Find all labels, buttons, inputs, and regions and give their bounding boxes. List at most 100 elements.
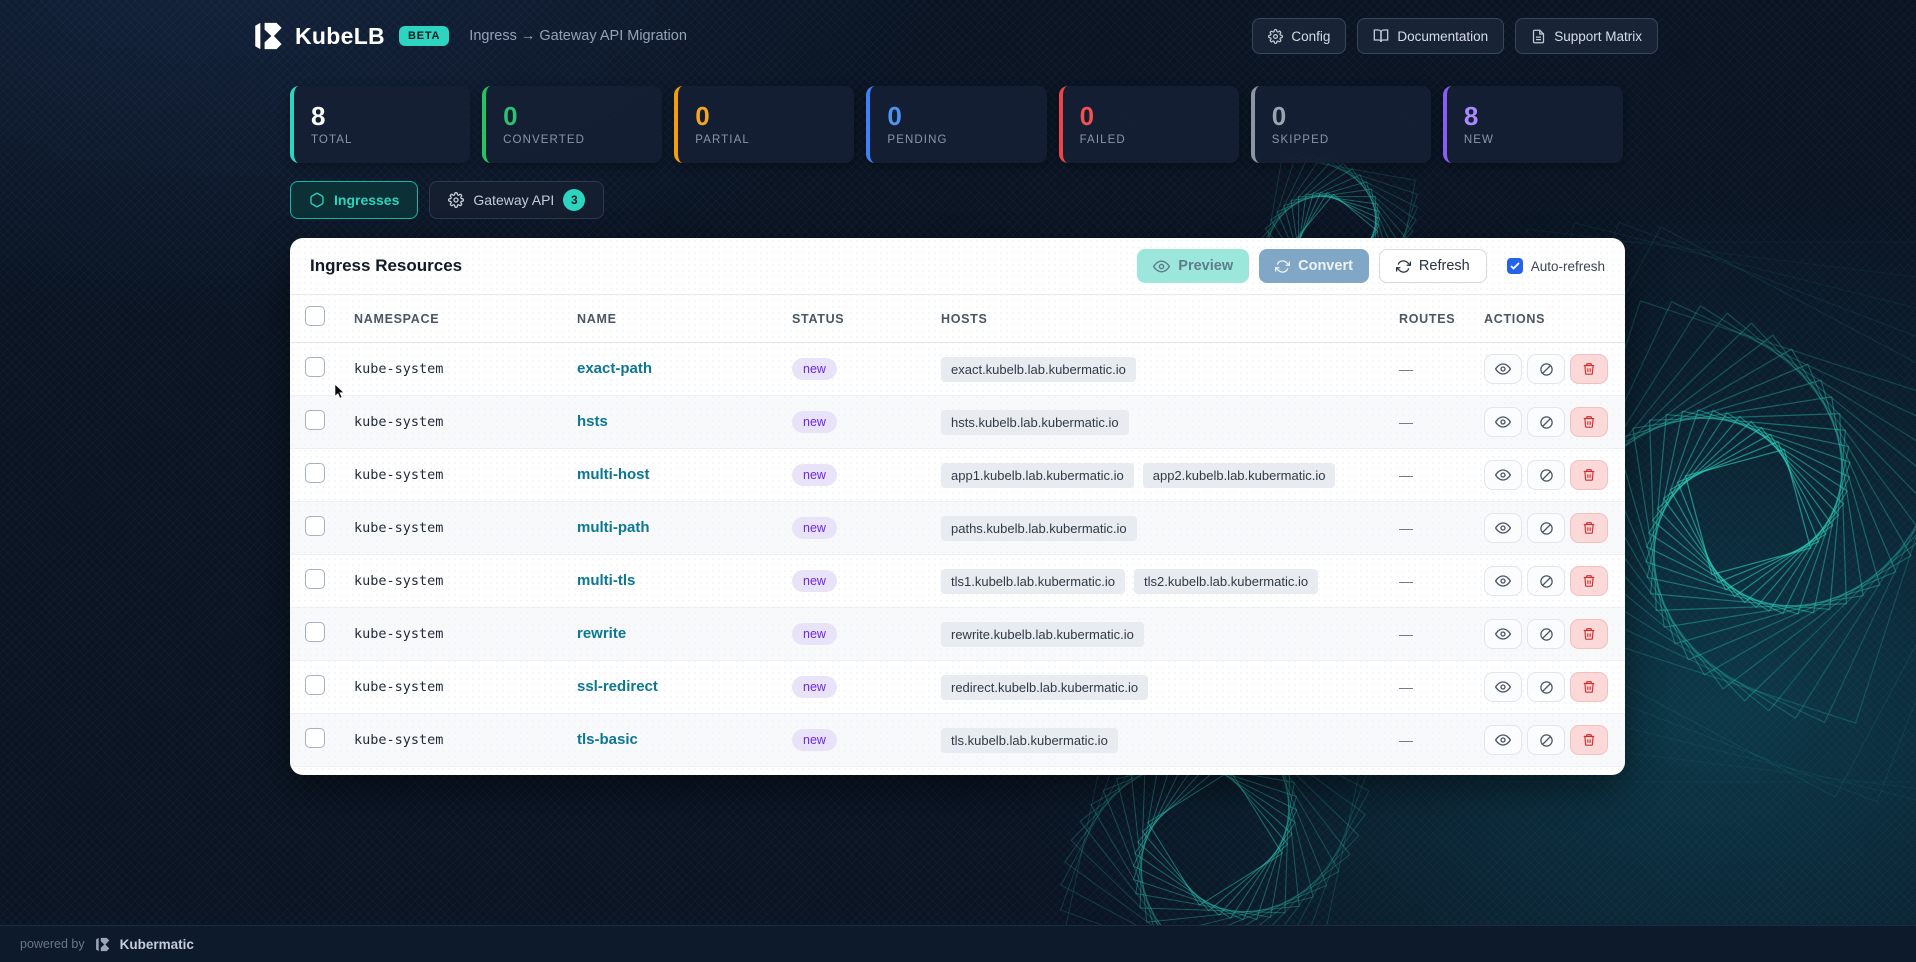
view-button[interactable] [1484, 354, 1522, 384]
ingress-name-link[interactable]: multi-tls [577, 572, 636, 589]
panel-title: Ingress Resources [310, 256, 463, 275]
ingress-name-link[interactable]: tls-basic [577, 731, 638, 748]
namespace-cell: kube-system [354, 626, 444, 642]
tab-ingresses[interactable]: Ingresses [290, 181, 419, 219]
namespace-cell: kube-system [354, 414, 444, 430]
row-checkbox[interactable] [305, 568, 325, 589]
stats-row: 8 TOTAL 0 CONVERTED 0 PARTIAL 0 PENDING … [290, 86, 1623, 163]
select-all-checkbox[interactable] [305, 306, 325, 326]
ingress-name-link[interactable]: rewrite [577, 625, 627, 642]
stat-label: PENDING [887, 134, 948, 147]
delete-button[interactable] [1570, 354, 1608, 384]
exclude-button[interactable] [1527, 619, 1565, 649]
exclude-button[interactable] [1527, 460, 1565, 490]
table-row: kube-system multi-host new app1.kubelb.l… [290, 449, 1625, 502]
convert-button[interactable]: Convert [1259, 249, 1369, 283]
ban-icon [1539, 733, 1553, 747]
row-checkbox[interactable] [305, 674, 325, 695]
eye-icon [1495, 469, 1511, 481]
trash-icon [1583, 416, 1595, 428]
preview-button[interactable]: Preview [1137, 249, 1250, 283]
ingress-name-link[interactable]: hsts [577, 413, 608, 430]
delete-button[interactable] [1570, 672, 1608, 702]
view-button[interactable] [1484, 407, 1522, 437]
row-checkbox[interactable] [305, 727, 325, 748]
exclude-button[interactable] [1527, 513, 1565, 543]
panel-header: Ingress Resources Preview Convert Refres… [290, 238, 1625, 295]
ingress-name-link[interactable]: exact-path [577, 360, 653, 377]
exclude-button[interactable] [1527, 407, 1565, 437]
ban-icon [1539, 627, 1553, 641]
stat-value: 0 [1271, 100, 1287, 131]
refresh-icon [1395, 259, 1411, 273]
hosts-cell: tls1.kubelb.lab.kubermatic.io tls2.kubelb… [941, 568, 1399, 594]
view-button[interactable] [1484, 619, 1522, 649]
tab-ingresses-label: Ingresses [334, 192, 400, 208]
kubelb-logo-icon [255, 22, 282, 50]
row-checkbox[interactable] [305, 409, 325, 430]
status-badge: new [792, 570, 837, 592]
row-actions [1484, 513, 1625, 543]
refresh-button[interactable]: Refresh [1378, 249, 1487, 283]
table-row: kube-system exact-path new exact.kubelb.… [290, 343, 1625, 396]
routes-cell: — [1399, 626, 1413, 642]
view-button[interactable] [1484, 513, 1522, 543]
ingress-name-link[interactable]: multi-path [577, 519, 650, 536]
table-row: kube-system multi-tls new tls1.kubelb.la… [290, 555, 1625, 608]
delete-button[interactable] [1570, 407, 1608, 437]
exclude-button[interactable] [1527, 566, 1565, 596]
column-header-namespace: NAMESPACE [354, 311, 440, 326]
eye-icon [1153, 259, 1171, 273]
row-actions [1484, 460, 1625, 490]
stat-value: 0 [1079, 100, 1095, 131]
delete-button[interactable] [1570, 460, 1608, 490]
auto-refresh-checkbox[interactable] [1506, 258, 1523, 274]
stat-card: 0 CONVERTED [482, 86, 663, 163]
routes-cell: — [1399, 361, 1413, 377]
stat-card: 0 FAILED [1058, 86, 1239, 163]
breadcrumb: Ingress → Gateway API Migration [469, 28, 687, 44]
host-pill: redirect.kubelb.lab.kubermatic.io [941, 674, 1149, 700]
exclude-button[interactable] [1527, 725, 1565, 755]
ban-icon [1539, 521, 1553, 535]
ingress-name-link[interactable]: multi-host [577, 466, 650, 483]
table-row: kube-system multi-path new paths.kubelb.… [290, 502, 1625, 555]
view-button[interactable] [1484, 566, 1522, 596]
view-button[interactable] [1484, 460, 1522, 490]
exclude-button[interactable] [1527, 354, 1565, 384]
documentation-button[interactable]: Documentation [1357, 18, 1505, 54]
config-button[interactable]: Config [1252, 18, 1347, 54]
view-button[interactable] [1484, 725, 1522, 755]
namespace-cell: kube-system [354, 467, 444, 483]
footer-brand: Kubermatic [119, 936, 194, 952]
preview-label: Preview [1178, 258, 1234, 274]
delete-button[interactable] [1570, 725, 1608, 755]
convert-label: Convert [1298, 258, 1353, 274]
ingress-name-link[interactable]: ssl-redirect [577, 678, 658, 695]
trash-icon [1583, 363, 1595, 375]
footer: powered by Kubermatic [0, 925, 1916, 962]
delete-button[interactable] [1570, 513, 1608, 543]
eye-icon [1495, 522, 1511, 534]
delete-button[interactable] [1570, 619, 1608, 649]
hosts-cell: paths.kubelb.lab.kubermatic.io [941, 515, 1399, 541]
exclude-button[interactable] [1527, 672, 1565, 702]
stat-value: 0 [503, 100, 518, 131]
host-pill: tls1.kubelb.lab.kubermatic.io [941, 568, 1126, 594]
row-checkbox[interactable] [305, 621, 325, 642]
trash-icon [1583, 628, 1595, 640]
row-actions [1484, 725, 1625, 755]
view-button[interactable] [1484, 672, 1522, 702]
stat-card: 8 TOTAL [290, 86, 471, 163]
row-checkbox[interactable] [305, 515, 325, 536]
support-matrix-button[interactable]: Support Matrix [1515, 18, 1658, 54]
panel-actions: Preview Convert Refresh Auto-refresh [1137, 249, 1605, 283]
status-badge: new [792, 676, 837, 698]
host-pill: exact.kubelb.lab.kubermatic.io [941, 356, 1136, 382]
table-row: kube-system ssl-redirect new redirect.ku… [290, 661, 1625, 714]
tab-gateway-api[interactable]: Gateway API 3 [429, 181, 605, 219]
stat-label: NEW [1463, 134, 1494, 147]
row-checkbox[interactable] [305, 462, 325, 483]
row-checkbox[interactable] [305, 356, 325, 377]
delete-button[interactable] [1570, 566, 1608, 596]
